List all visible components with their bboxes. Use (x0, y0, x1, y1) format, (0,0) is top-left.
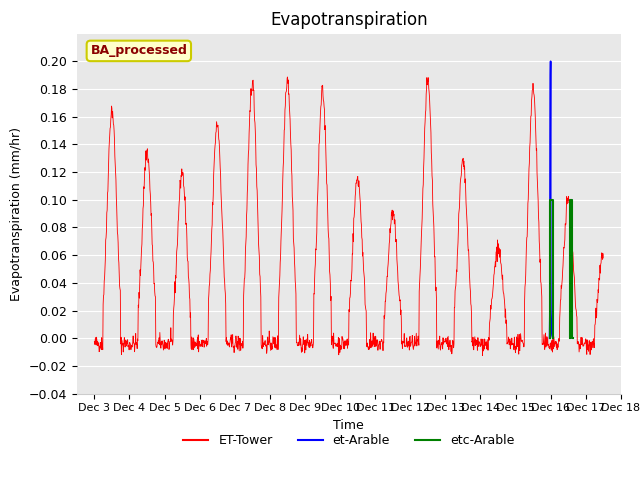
et-Arable (548, 333, 556, 338)
Title: Evapotranspiration: Evapotranspiration (270, 11, 428, 29)
Line: ET-Tower: ET-Tower (94, 77, 604, 356)
et-Arable (549, 336, 557, 341)
ET-Tower (287, 131, 294, 137)
Text: BA_processed: BA_processed (90, 44, 188, 58)
X-axis label: Time: Time (333, 419, 364, 432)
ET-Tower (223, 335, 230, 340)
et-Arable (547, 59, 554, 64)
ET-Tower (90, 339, 98, 345)
et-Arable (547, 266, 555, 272)
ET-Tower (600, 255, 607, 261)
ET-Tower (479, 353, 486, 359)
et-Arable (547, 322, 555, 327)
ET-Tower (211, 143, 219, 148)
et-Arable (548, 334, 556, 340)
Line: et-Arable: et-Arable (550, 61, 553, 338)
et-Arable (547, 72, 554, 78)
et-Arable (547, 128, 554, 133)
ET-Tower (424, 79, 432, 84)
et-Arable (547, 72, 554, 78)
et-Arable (546, 308, 554, 313)
ET-Tower (431, 276, 439, 282)
et-Arable (547, 197, 554, 203)
ET-Tower (284, 74, 291, 80)
et-Arable (546, 336, 554, 341)
et-Arable (547, 308, 555, 313)
ET-Tower (181, 197, 189, 203)
et-Arable (548, 328, 556, 334)
et-Arable (547, 128, 554, 133)
Y-axis label: Evapotranspiration (mm/hr): Evapotranspiration (mm/hr) (10, 127, 23, 300)
et-Arable (546, 225, 554, 230)
Legend: ET-Tower, et-Arable, etc-Arable: ET-Tower, et-Arable, etc-Arable (179, 429, 519, 452)
